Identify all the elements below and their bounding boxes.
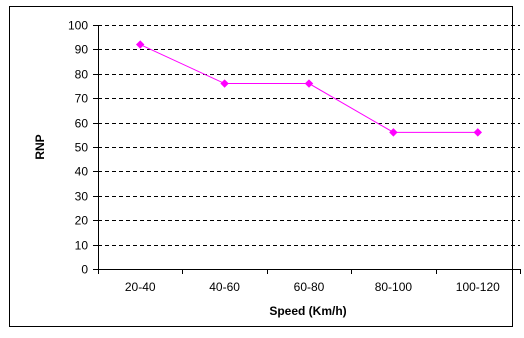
x-tick-label: 80-100 bbox=[375, 280, 413, 294]
y-tick-label: 60 bbox=[75, 117, 89, 131]
y-tick-label: 40 bbox=[75, 165, 89, 179]
y-tick-label: 20 bbox=[75, 214, 89, 228]
data-point bbox=[220, 79, 229, 88]
grid-lines bbox=[98, 25, 520, 246]
y-tick-label: 0 bbox=[81, 263, 88, 277]
x-tick-label: 100-120 bbox=[456, 280, 500, 294]
y-tick-label: 90 bbox=[75, 43, 89, 57]
axes bbox=[93, 25, 521, 274]
x-tick-labels: 20-40 40-60 60-80 80-100 100-120 bbox=[125, 280, 500, 294]
chart-area bbox=[9, 6, 513, 327]
y-tick-labels: 0 10 20 30 40 50 60 70 80 90 100 bbox=[68, 19, 88, 277]
x-axis-title: Speed (Km/h) bbox=[269, 304, 346, 318]
y-tick-label: 80 bbox=[75, 68, 89, 82]
y-tick-label: 100 bbox=[68, 19, 88, 33]
data-point bbox=[135, 40, 145, 49]
y-axis-title: RNP bbox=[33, 134, 47, 159]
series bbox=[135, 40, 483, 137]
data-point bbox=[304, 79, 314, 88]
y-tick-label: 70 bbox=[75, 92, 89, 106]
series-line bbox=[139, 44, 478, 133]
x-tick-label: 40-60 bbox=[209, 280, 240, 294]
y-tick-label: 10 bbox=[75, 239, 89, 253]
y-tick-label: 30 bbox=[75, 190, 89, 204]
y-tick-label: 50 bbox=[75, 141, 89, 155]
x-tick-label: 20-40 bbox=[125, 280, 156, 294]
data-point bbox=[473, 128, 483, 137]
x-tick-label: 60-80 bbox=[294, 280, 325, 294]
data-point bbox=[389, 128, 398, 137]
